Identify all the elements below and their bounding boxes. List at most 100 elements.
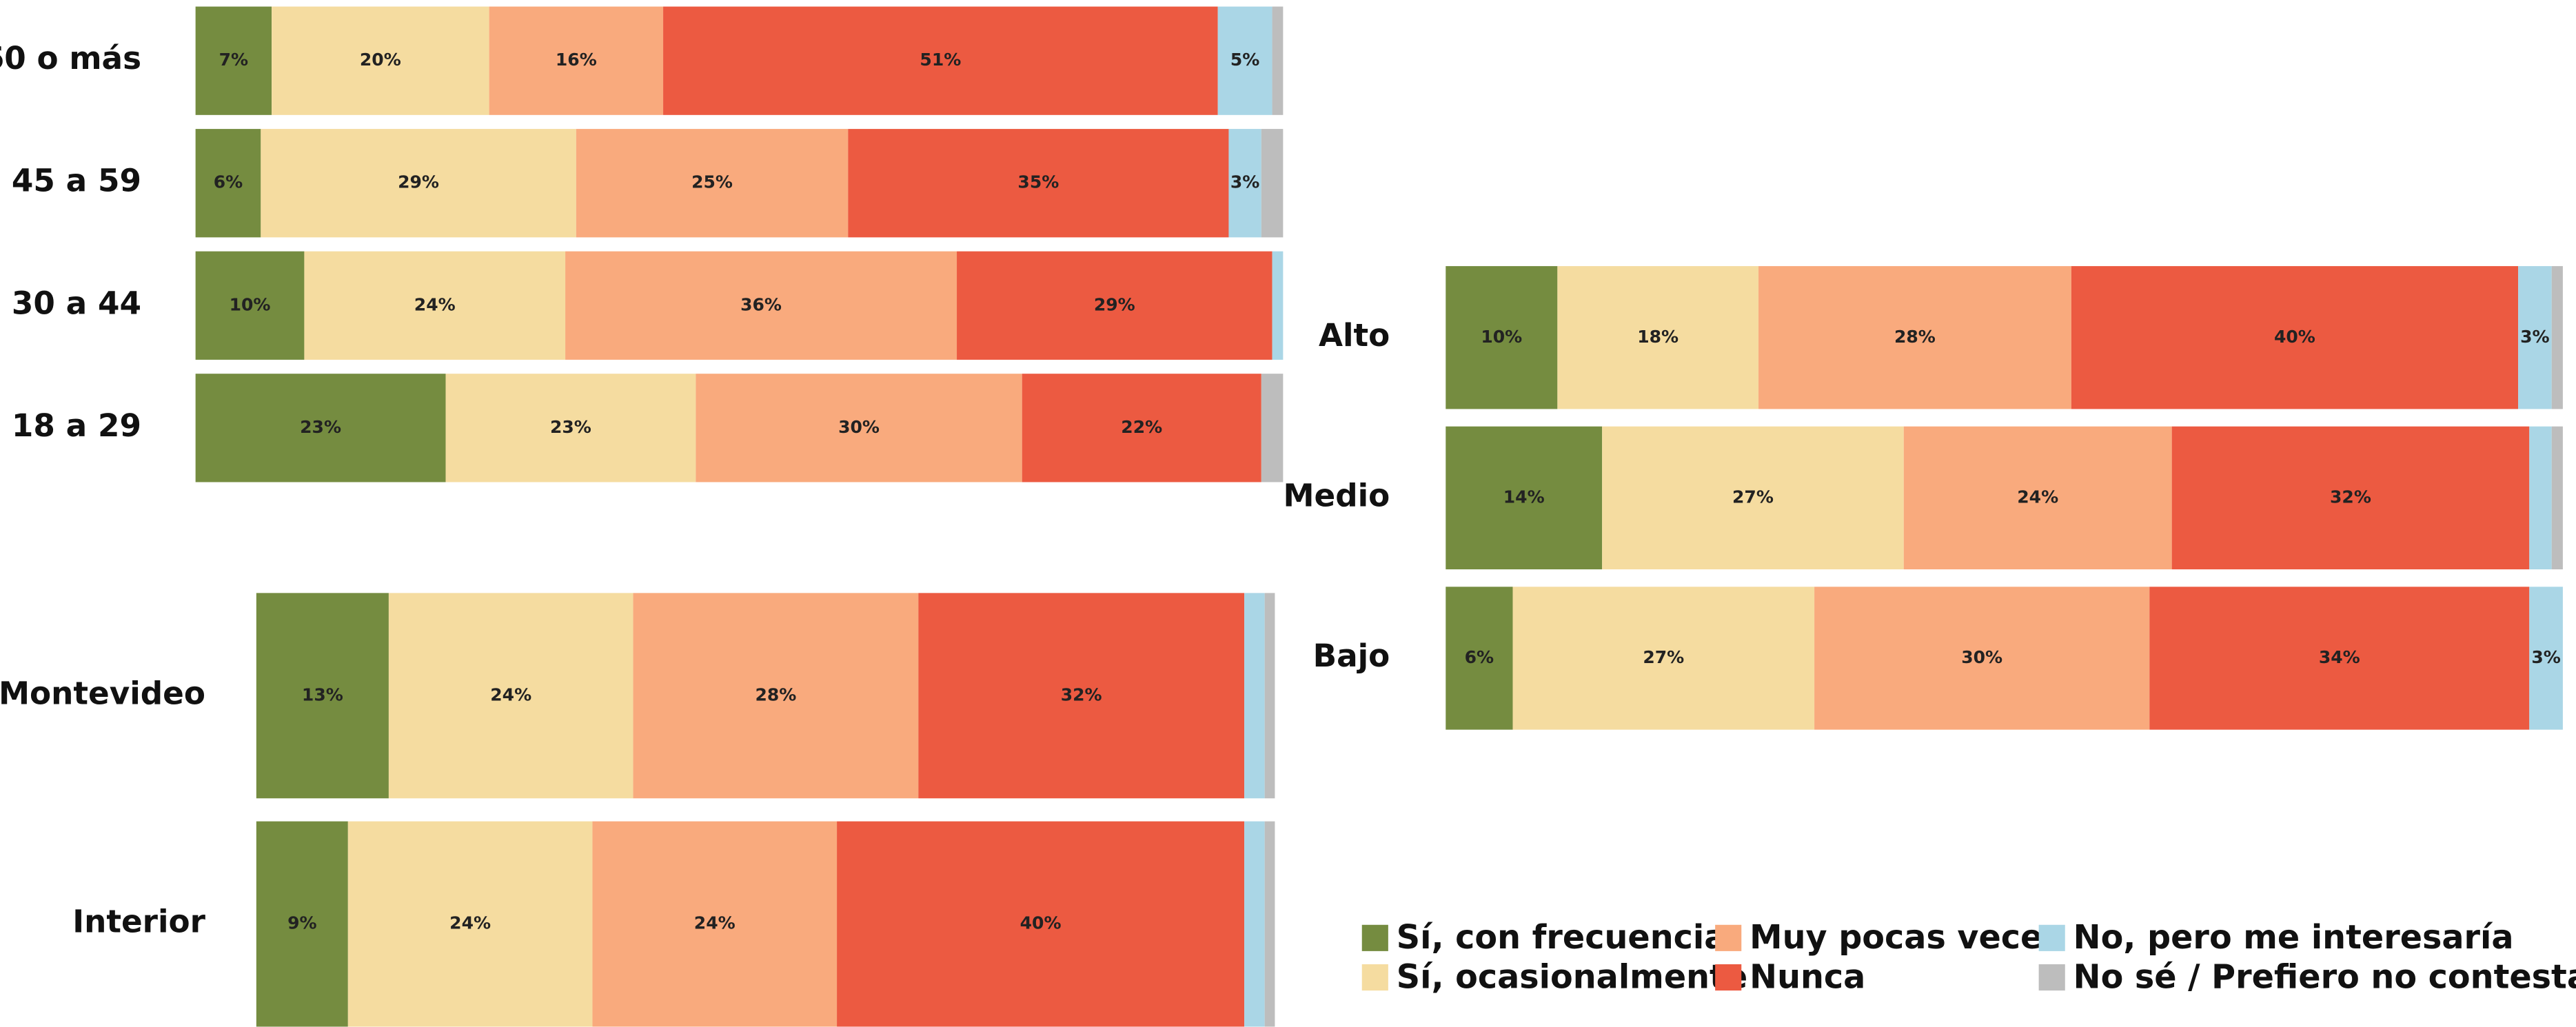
bar-segment	[848, 129, 1229, 238]
bar-segment	[1264, 821, 1275, 1027]
data-label: 35%	[1017, 172, 1059, 192]
bar-segment	[1512, 587, 1815, 730]
bar-segment	[957, 251, 1272, 360]
bar-segment	[388, 593, 633, 799]
legend-swatch	[1361, 924, 1388, 951]
data-label: 13%	[302, 684, 343, 704]
legend-label: Nunca	[1750, 958, 1865, 996]
bar-segment	[1022, 374, 1261, 482]
category-label: 18 a 29	[12, 407, 141, 444]
bar-segment	[1557, 266, 1759, 409]
bar-segment	[2529, 426, 2552, 570]
bar-segment	[2518, 266, 2552, 409]
legend-label: Sí, ocasionalmente	[1397, 958, 1747, 996]
bar-segment	[195, 6, 272, 115]
legend-swatch	[1715, 924, 1742, 951]
bar-segment	[565, 251, 957, 360]
bar-segment	[1272, 251, 1284, 360]
data-label: 14%	[1503, 487, 1545, 507]
bar-segment	[633, 593, 919, 799]
data-label: 6%	[214, 172, 243, 192]
data-label: 10%	[230, 294, 271, 314]
bar-segment	[1446, 266, 1558, 409]
data-label: 29%	[1094, 294, 1135, 314]
data-label: 36%	[740, 294, 782, 314]
legend-label: No sé / Prefiero no contestar	[2073, 958, 2576, 996]
data-label: 27%	[1732, 487, 1774, 507]
data-label: 20%	[360, 50, 401, 70]
bar-segment	[576, 129, 849, 238]
bar-segment	[1228, 129, 1261, 238]
data-label: 3%	[2520, 327, 2549, 347]
data-label: 24%	[694, 913, 736, 933]
bar-segment	[1814, 587, 2150, 730]
data-label: 29%	[398, 172, 439, 192]
bar-segment	[2071, 266, 2519, 409]
bar-segment	[256, 821, 348, 1027]
category-label: Bajo	[1313, 638, 1390, 674]
data-label: 28%	[755, 684, 796, 704]
data-label: 40%	[1020, 913, 1062, 933]
bar-segment	[1446, 426, 1603, 570]
bar-segment	[1272, 6, 1284, 115]
category-label: 60 o más	[0, 40, 141, 77]
legend-swatch	[1715, 964, 1742, 991]
bar-segment	[261, 129, 576, 238]
data-label: 27%	[1643, 647, 1684, 667]
data-label: 23%	[300, 417, 341, 437]
bar-segment	[445, 374, 696, 482]
bar-segment	[195, 374, 446, 482]
data-label: 30%	[1961, 647, 2002, 667]
category-label: Medio	[1283, 477, 1390, 514]
bar-segment	[2149, 587, 2530, 730]
bar-segment	[837, 821, 1245, 1027]
data-label: 16%	[556, 50, 597, 70]
bar-segment	[195, 251, 305, 360]
bar-segment	[304, 251, 566, 360]
bar-segment	[663, 6, 1218, 115]
bar-segment	[1446, 587, 1513, 730]
data-label: 3%	[2531, 647, 2560, 667]
category-label: Montevideo	[0, 675, 205, 711]
data-label: 40%	[2274, 327, 2315, 347]
data-label: 22%	[1121, 417, 1162, 437]
bar-segment	[256, 593, 389, 799]
category-label: 45 a 59	[12, 163, 141, 199]
bar-segment	[2551, 266, 2563, 409]
data-label: 18%	[1637, 327, 1679, 347]
data-label: 3%	[1230, 172, 1259, 192]
bar-segment	[347, 821, 593, 1027]
category-label: Alto	[1319, 317, 1390, 354]
bar-segment	[272, 6, 489, 115]
data-label: 51%	[920, 50, 961, 70]
bar-segment	[2171, 426, 2530, 570]
bar-segment	[1244, 821, 1265, 1027]
bar-segment	[2551, 426, 2563, 570]
legend-swatch	[2038, 924, 2065, 951]
legend-swatch	[1361, 964, 1388, 991]
bar-segment	[1758, 266, 2071, 409]
data-label: 24%	[449, 913, 491, 933]
data-label: 34%	[2319, 647, 2360, 667]
bar-segment	[918, 593, 1245, 799]
bar-segment	[696, 374, 1022, 482]
data-label: 24%	[2017, 487, 2058, 507]
legend-label: No, pero me interesaría	[2073, 919, 2514, 957]
data-label: 9%	[287, 913, 316, 933]
data-label: 10%	[1481, 327, 1522, 347]
bar-segment	[1602, 426, 1904, 570]
legend-swatch	[2038, 964, 2065, 991]
data-label: 7%	[219, 50, 248, 70]
bar-segment	[1261, 374, 1284, 482]
bar-segment	[1264, 593, 1275, 799]
data-label: 32%	[2330, 487, 2371, 507]
category-label: 30 a 44	[12, 285, 141, 321]
legend-label: Muy pocas veces	[1750, 919, 2062, 957]
bar-segment	[1244, 593, 1265, 799]
bar-segment	[592, 821, 838, 1027]
data-label: 24%	[414, 294, 456, 314]
bar-segment	[1261, 129, 1284, 238]
data-label: 6%	[1465, 647, 1494, 667]
data-label: 24%	[490, 684, 531, 704]
